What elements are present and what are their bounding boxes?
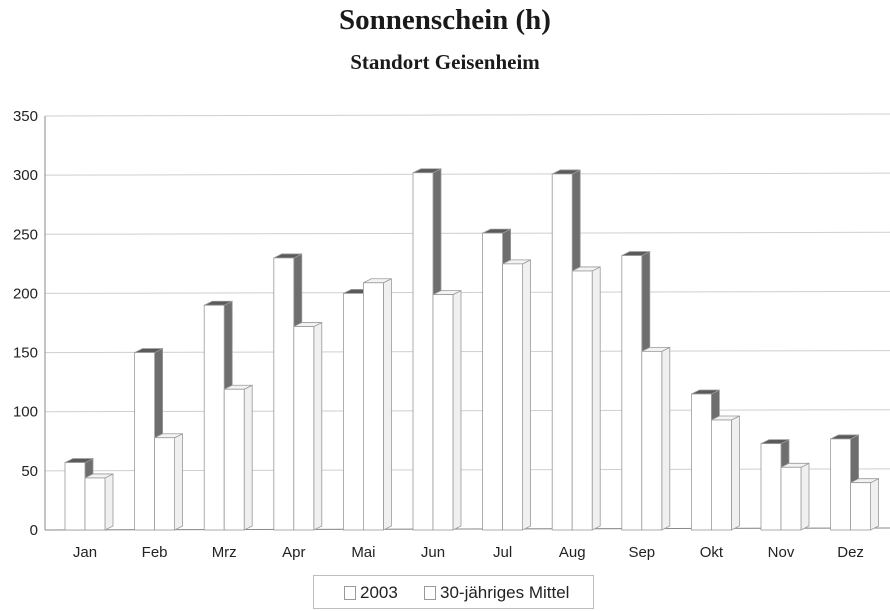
bar-series-1: [760, 439, 790, 531]
bar-front: [502, 263, 524, 531]
bar-series-2: [84, 473, 114, 531]
bar-series-2: [780, 462, 810, 531]
bar-side: [731, 415, 740, 531]
bar-front: [84, 477, 106, 531]
y-tick-label: 150: [13, 345, 38, 362]
bar-chart: 0 50 100 150 200 250 300 350 Jan Feb Mrz Apr Mai Jun J…: [13, 108, 890, 561]
gridline: [44, 113, 890, 117]
bar-front: [482, 232, 504, 531]
bar-front: [64, 462, 86, 531]
bar-front: [293, 326, 315, 531]
bar-front: [273, 257, 295, 531]
x-tick-label: Jul: [493, 544, 512, 561]
y-tick-label: 100: [13, 404, 38, 421]
bar-series-2: [154, 433, 184, 531]
x-tick-label: Mrz: [212, 544, 237, 561]
y-tick-label: 0: [30, 522, 38, 539]
bar-front: [641, 350, 663, 531]
y-tick-label: 350: [13, 108, 38, 125]
bar-side: [591, 266, 601, 531]
bar-series-2: [850, 478, 879, 531]
bar-side: [870, 478, 879, 531]
bar-side: [104, 473, 114, 531]
y-tick-label: 300: [13, 167, 38, 184]
gridline: [44, 172, 890, 176]
bar-series-2: [432, 289, 462, 531]
x-tick-label: Apr: [282, 544, 305, 561]
gridline: [44, 231, 890, 235]
bar-side: [313, 321, 323, 531]
bar-front: [571, 270, 593, 531]
bar-series-2: [641, 346, 671, 531]
gridline: [44, 350, 890, 354]
axes: [44, 116, 890, 531]
bar-series-2: [223, 384, 253, 531]
tick-labels: 0 50 100 150 200 250 300 350 Jan Feb Mrz Apr Mai Jun J…: [13, 108, 864, 561]
x-tick-label: Okt: [700, 544, 724, 561]
x-tick-label: Jun: [421, 544, 445, 561]
bar-side: [452, 289, 462, 531]
bar-front: [551, 173, 573, 531]
bar-side: [661, 346, 671, 531]
y-tick-label: 200: [13, 285, 38, 302]
x-tick-label: Mai: [351, 544, 375, 561]
bar-front: [203, 304, 225, 531]
bar-front: [711, 419, 732, 531]
bar-front: [621, 255, 643, 531]
legend-swatch-series-1: [344, 586, 356, 600]
gridlines: [44, 113, 890, 531]
chart-subtitle: Standort Geisenheim: [350, 50, 540, 74]
bar-series-2: [293, 321, 323, 531]
x-axis-line: [44, 527, 890, 531]
legend-item-series-1: 2003: [344, 583, 398, 603]
bar-front: [154, 437, 176, 531]
bar-side: [243, 384, 253, 531]
y-tick-label: 250: [13, 226, 38, 243]
bar-front: [432, 294, 454, 531]
bar-front: [362, 282, 384, 531]
x-tick-label: Sep: [628, 544, 655, 561]
chart-legend: 2003 30-jähriges Mittel: [313, 575, 594, 609]
legend-label-series-2: 30-jähriges Mittel: [440, 583, 570, 602]
bar-front: [691, 393, 712, 531]
bar-series-2: [502, 259, 531, 531]
bar-side: [522, 259, 531, 531]
gridline: [44, 409, 890, 413]
bar-series-2: [362, 278, 392, 531]
x-tick-label: Aug: [559, 544, 586, 561]
bars: [64, 168, 879, 531]
bar-front: [850, 482, 871, 531]
gridline: [44, 290, 890, 294]
y-tick-label: 50: [21, 463, 38, 480]
bar-series-2: [571, 266, 601, 531]
x-tick-label: Dez: [837, 544, 864, 561]
bar-side: [382, 278, 392, 531]
legend-label-series-1: 2003: [360, 583, 398, 602]
bar-front: [412, 172, 434, 531]
x-tick-label: Feb: [142, 544, 168, 561]
bar-front: [223, 388, 245, 531]
bar-front: [780, 466, 802, 531]
bar-front: [134, 352, 156, 531]
bar-side: [800, 462, 810, 531]
bar-front: [830, 438, 851, 531]
bar-series-2: [711, 415, 740, 531]
gridline: [44, 468, 890, 472]
x-tick-label: Nov: [768, 544, 795, 561]
x-tick-label: Jan: [73, 544, 97, 561]
legend-item-series-2: 30-jähriges Mittel: [424, 583, 569, 603]
bar-side: [174, 433, 184, 531]
bar-front: [342, 293, 364, 531]
bar-front: [760, 443, 782, 531]
legend-swatch-series-2: [424, 586, 436, 600]
chart-title: Sonnenschein (h): [339, 4, 551, 36]
